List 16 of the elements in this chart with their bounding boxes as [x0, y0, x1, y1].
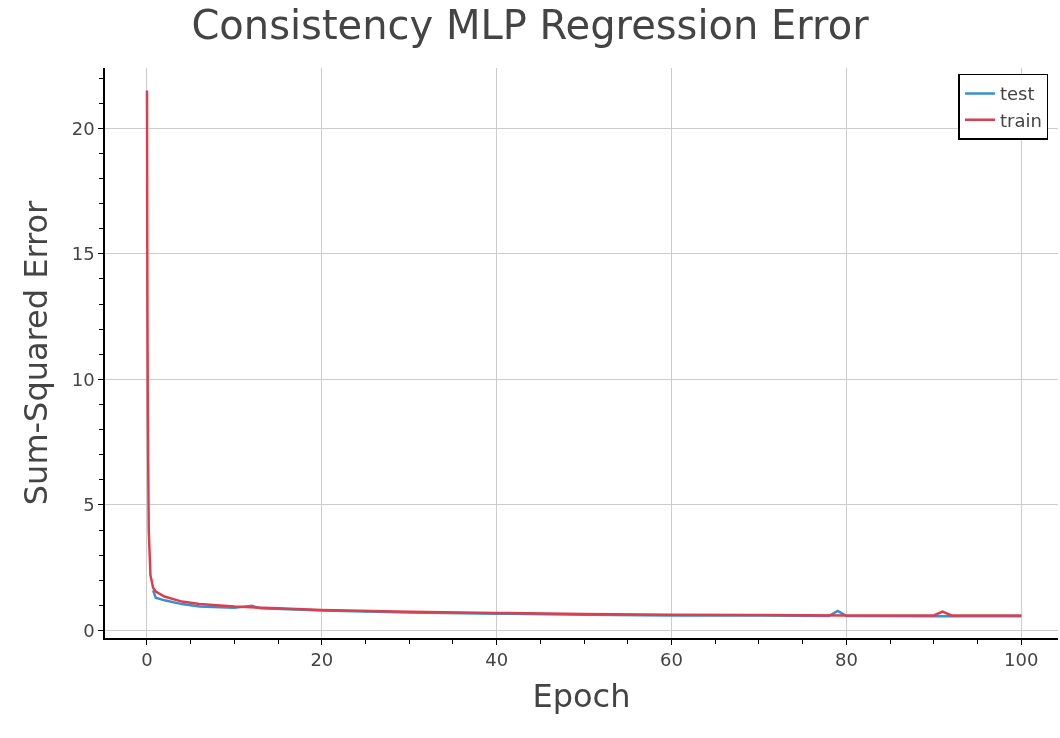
- x-axis-title: Epoch: [532, 676, 631, 715]
- y-tick-label: 0: [83, 619, 95, 641]
- y-tick-label: 10: [71, 368, 95, 390]
- x-tick-label: 0: [141, 649, 153, 671]
- x-tick-label: 40: [485, 649, 509, 671]
- y-tick-label: 15: [71, 243, 95, 265]
- chart-title: Consistency MLP Regression Error: [191, 2, 870, 49]
- legend-label: train: [999, 109, 1042, 131]
- legend-label: test: [999, 83, 1035, 105]
- x-tick-label: 20: [310, 649, 334, 671]
- y-axis-title: Sum-Squared Error: [16, 199, 55, 506]
- y-tick-label: 20: [71, 117, 95, 139]
- x-tick-label: 100: [1004, 649, 1039, 671]
- x-tick-label: 60: [660, 649, 683, 671]
- y-tick-label: 5: [83, 494, 95, 516]
- x-tick-label: 80: [834, 649, 858, 671]
